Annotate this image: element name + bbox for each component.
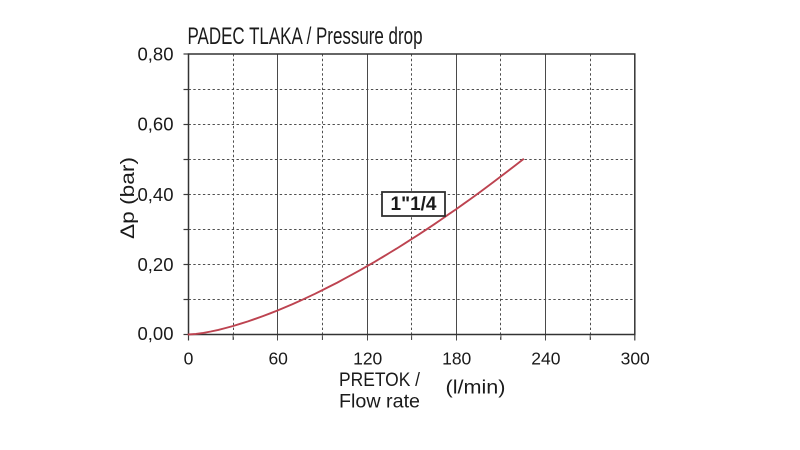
svg-text:PADEC TLAKA / Pressure drop: PADEC TLAKA / Pressure drop xyxy=(188,23,423,50)
svg-text:PRETOK /: PRETOK / xyxy=(339,370,421,391)
svg-text:(l/min): (l/min) xyxy=(446,378,506,399)
svg-text:0,40: 0,40 xyxy=(137,184,173,205)
svg-text:120: 120 xyxy=(353,349,382,369)
svg-text:0: 0 xyxy=(184,349,194,369)
svg-text:240: 240 xyxy=(531,349,560,369)
svg-text:1"1/4: 1"1/4 xyxy=(391,194,437,215)
svg-text:Flow rate: Flow rate xyxy=(339,392,420,413)
svg-text:0,20: 0,20 xyxy=(137,254,173,275)
svg-text:180: 180 xyxy=(442,349,471,369)
svg-text:Δp (bar): Δp (bar) xyxy=(118,157,139,239)
svg-text:0,60: 0,60 xyxy=(137,114,173,135)
svg-text:0,80: 0,80 xyxy=(137,44,173,65)
svg-text:0,00: 0,00 xyxy=(137,323,173,344)
svg-text:300: 300 xyxy=(621,349,650,369)
svg-text:60: 60 xyxy=(268,349,288,369)
